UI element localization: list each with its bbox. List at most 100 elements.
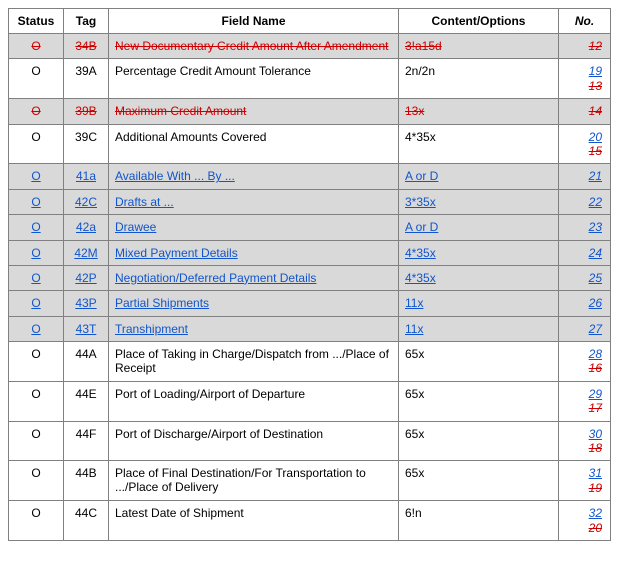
cell-status[interactable]: O	[9, 240, 64, 265]
cell-field[interactable]: Mixed Payment Details	[109, 240, 399, 265]
cell-tag[interactable]: 41a	[64, 164, 109, 189]
cell-options: 3!a15d	[399, 34, 559, 59]
cell-options: 4*35x	[399, 124, 559, 164]
cell-no: 26	[559, 291, 611, 316]
table-row: O42MMixed Payment Details4*35x 24	[9, 240, 611, 265]
table-row: O44BPlace of Final Destination/For Trans…	[9, 461, 611, 501]
cell-status[interactable]: O	[9, 291, 64, 316]
table-row: O44EPort of Loading/Airport of Departure…	[9, 381, 611, 421]
cell-options: 2n/2n	[399, 59, 559, 99]
cell-status: O	[9, 59, 64, 99]
no-value: 20	[565, 521, 602, 535]
cell-tag: 39A	[64, 59, 109, 99]
cell-status: O	[9, 124, 64, 164]
table-row: O39BMaximum Credit Amount13x14	[9, 99, 611, 124]
cell-no: 1913	[559, 59, 611, 99]
cell-field: Place of Final Destination/For Transport…	[109, 461, 399, 501]
cell-no: 12	[559, 34, 611, 59]
cell-options: 65x	[399, 421, 559, 461]
cell-status: O	[9, 34, 64, 59]
cell-tag[interactable]: 43T	[64, 316, 109, 341]
cell-status[interactable]: O	[9, 265, 64, 290]
cell-options[interactable]: A or D	[399, 215, 559, 240]
cell-status: O	[9, 381, 64, 421]
cell-options: 13x	[399, 99, 559, 124]
cell-options[interactable]: 11x	[399, 291, 559, 316]
table-row: O43PPartial Shipments11x 26	[9, 291, 611, 316]
swift-fields-table: Status Tag Field Name Content/Options No…	[8, 8, 611, 541]
cell-field[interactable]: Negotiation/Deferred Payment Details	[109, 265, 399, 290]
cell-field[interactable]: Available With ... By ...	[109, 164, 399, 189]
col-status: Status	[9, 9, 64, 34]
cell-no: 3220	[559, 501, 611, 541]
cell-options: 65x	[399, 461, 559, 501]
cell-tag[interactable]: 43P	[64, 291, 109, 316]
cell-field[interactable]: Partial Shipments	[109, 291, 399, 316]
cell-status[interactable]: O	[9, 215, 64, 240]
cell-status: O	[9, 501, 64, 541]
table-row: O42aDraweeA or D 23	[9, 215, 611, 240]
cell-options[interactable]: A or D	[399, 164, 559, 189]
no-value[interactable]: 29	[565, 387, 602, 401]
cell-status: O	[9, 421, 64, 461]
no-value[interactable]: 21	[565, 169, 602, 183]
cell-options: 65x	[399, 381, 559, 421]
no-value[interactable]: 27	[565, 322, 602, 336]
cell-no: 23	[559, 215, 611, 240]
no-value[interactable]: 26	[565, 296, 602, 310]
cell-tag: 44F	[64, 421, 109, 461]
cell-options[interactable]: 4*35x	[399, 240, 559, 265]
cell-options[interactable]: 4*35x	[399, 265, 559, 290]
cell-status[interactable]: O	[9, 189, 64, 214]
cell-field: Port of Discharge/Airport of Destination	[109, 421, 399, 461]
cell-tag[interactable]: 42C	[64, 189, 109, 214]
cell-field: Additional Amounts Covered	[109, 124, 399, 164]
no-value[interactable]: 22	[565, 195, 602, 209]
cell-options[interactable]: 3*35x	[399, 189, 559, 214]
cell-no: 22	[559, 189, 611, 214]
cell-field[interactable]: Drafts at ...	[109, 189, 399, 214]
no-value[interactable]: 20	[565, 130, 602, 144]
table-row: O44APlace of Taking in Charge/Dispatch f…	[9, 342, 611, 382]
table-row: O41aAvailable With ... By ...A or D 21	[9, 164, 611, 189]
cell-field[interactable]: Transhipment	[109, 316, 399, 341]
cell-tag[interactable]: 42M	[64, 240, 109, 265]
no-value[interactable]: 23	[565, 220, 602, 234]
col-no: No.	[559, 9, 611, 34]
no-value[interactable]: 24	[565, 246, 602, 260]
no-value[interactable]: 25	[565, 271, 602, 285]
cell-status[interactable]: O	[9, 164, 64, 189]
no-value[interactable]: 30	[565, 427, 602, 441]
cell-no: 21	[559, 164, 611, 189]
cell-no: 3018	[559, 421, 611, 461]
table-row: O42PNegotiation/Deferred Payment Details…	[9, 265, 611, 290]
cell-field[interactable]: Drawee	[109, 215, 399, 240]
no-value[interactable]: 32	[565, 506, 602, 520]
cell-options[interactable]: 11x	[399, 316, 559, 341]
cell-status: O	[9, 99, 64, 124]
cell-status: O	[9, 342, 64, 382]
no-value: 17	[565, 401, 602, 415]
cell-no: 24	[559, 240, 611, 265]
cell-no: 3119	[559, 461, 611, 501]
no-value: 15	[565, 144, 602, 158]
no-value: 18	[565, 441, 602, 455]
no-value[interactable]: 31	[565, 466, 602, 480]
no-value: 16	[565, 361, 602, 375]
table-row: O42CDrafts at ...3*35x 22	[9, 189, 611, 214]
cell-tag[interactable]: 42a	[64, 215, 109, 240]
no-value: 12	[565, 39, 602, 53]
no-value: 14	[565, 104, 602, 118]
table-header-row: Status Tag Field Name Content/Options No…	[9, 9, 611, 34]
table-row: O44FPort of Discharge/Airport of Destina…	[9, 421, 611, 461]
cell-status[interactable]: O	[9, 316, 64, 341]
cell-options: 6!n	[399, 501, 559, 541]
cell-field: Port of Loading/Airport of Departure	[109, 381, 399, 421]
no-value[interactable]: 19	[565, 64, 602, 78]
no-value[interactable]: 28	[565, 347, 602, 361]
cell-tag: 39C	[64, 124, 109, 164]
table-row: O43TTranshipment11x 27	[9, 316, 611, 341]
cell-field: New Documentary Credit Amount After Amen…	[109, 34, 399, 59]
table-row: O34BNew Documentary Credit Amount After …	[9, 34, 611, 59]
cell-tag[interactable]: 42P	[64, 265, 109, 290]
